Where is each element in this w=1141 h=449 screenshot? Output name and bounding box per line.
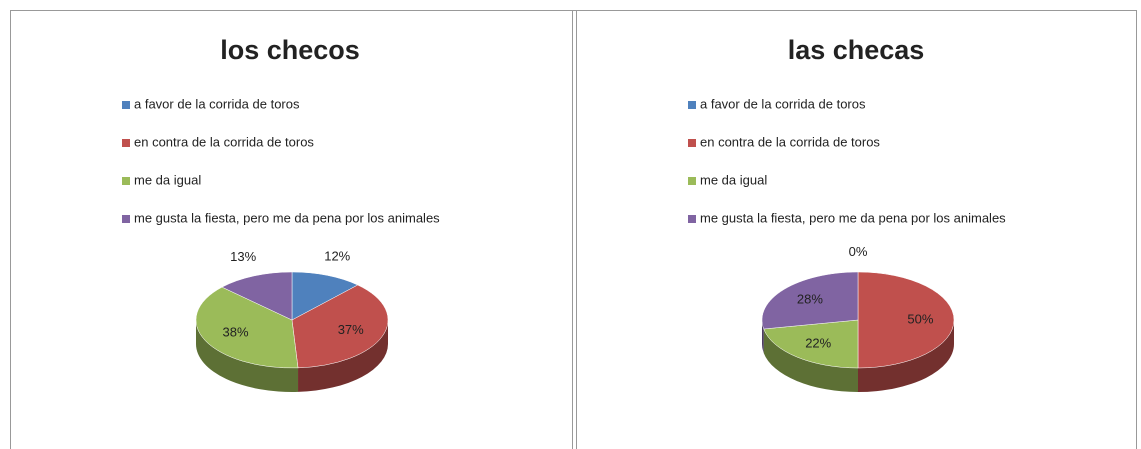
legend-label: a favor de la corrida de toros: [134, 96, 300, 111]
legend-label: me da igual: [134, 172, 201, 187]
legend-swatch: [688, 101, 696, 109]
legend-swatch: [122, 177, 130, 185]
panel-frames: [10, 10, 1137, 449]
slice: [221, 271, 293, 321]
chart-title: los checos: [220, 35, 360, 65]
legend-label: en contra de la corrida de toros: [700, 134, 880, 149]
legend-label: me da igual: [700, 172, 767, 187]
data-label: 0%: [849, 244, 868, 259]
legend-swatch: [688, 177, 696, 185]
chart-title: las checas: [788, 35, 925, 65]
data-label: 13%: [230, 249, 256, 264]
legend-swatch: [122, 215, 130, 223]
slice: [761, 271, 859, 330]
slice: [195, 286, 299, 369]
slice-side: [858, 320, 954, 392]
legend-label: me gusta la fiesta, pero me da pena por …: [700, 210, 1006, 225]
legend-swatch: [122, 101, 130, 109]
slice-side: [196, 320, 299, 392]
slice: [291, 284, 389, 369]
legend-label: a favor de la corrida de toros: [700, 96, 866, 111]
data-label: 22%: [805, 335, 831, 350]
slice: [291, 271, 359, 321]
data-label: 12%: [324, 248, 350, 263]
legend-swatch: [688, 139, 696, 147]
slice-side: [298, 320, 388, 392]
legend-label: me gusta la fiesta, pero me da pena por …: [134, 210, 440, 225]
data-label: 38%: [223, 325, 249, 340]
legend-swatch: [122, 139, 130, 147]
slice: [857, 271, 955, 369]
legend-swatch: [688, 215, 696, 223]
slice-side: [763, 328, 858, 392]
data-label: 28%: [797, 292, 823, 307]
slice: [763, 319, 859, 369]
data-label: 50%: [907, 311, 933, 326]
legend-label: en contra de la corrida de toros: [134, 134, 314, 149]
data-label: 37%: [338, 322, 364, 337]
